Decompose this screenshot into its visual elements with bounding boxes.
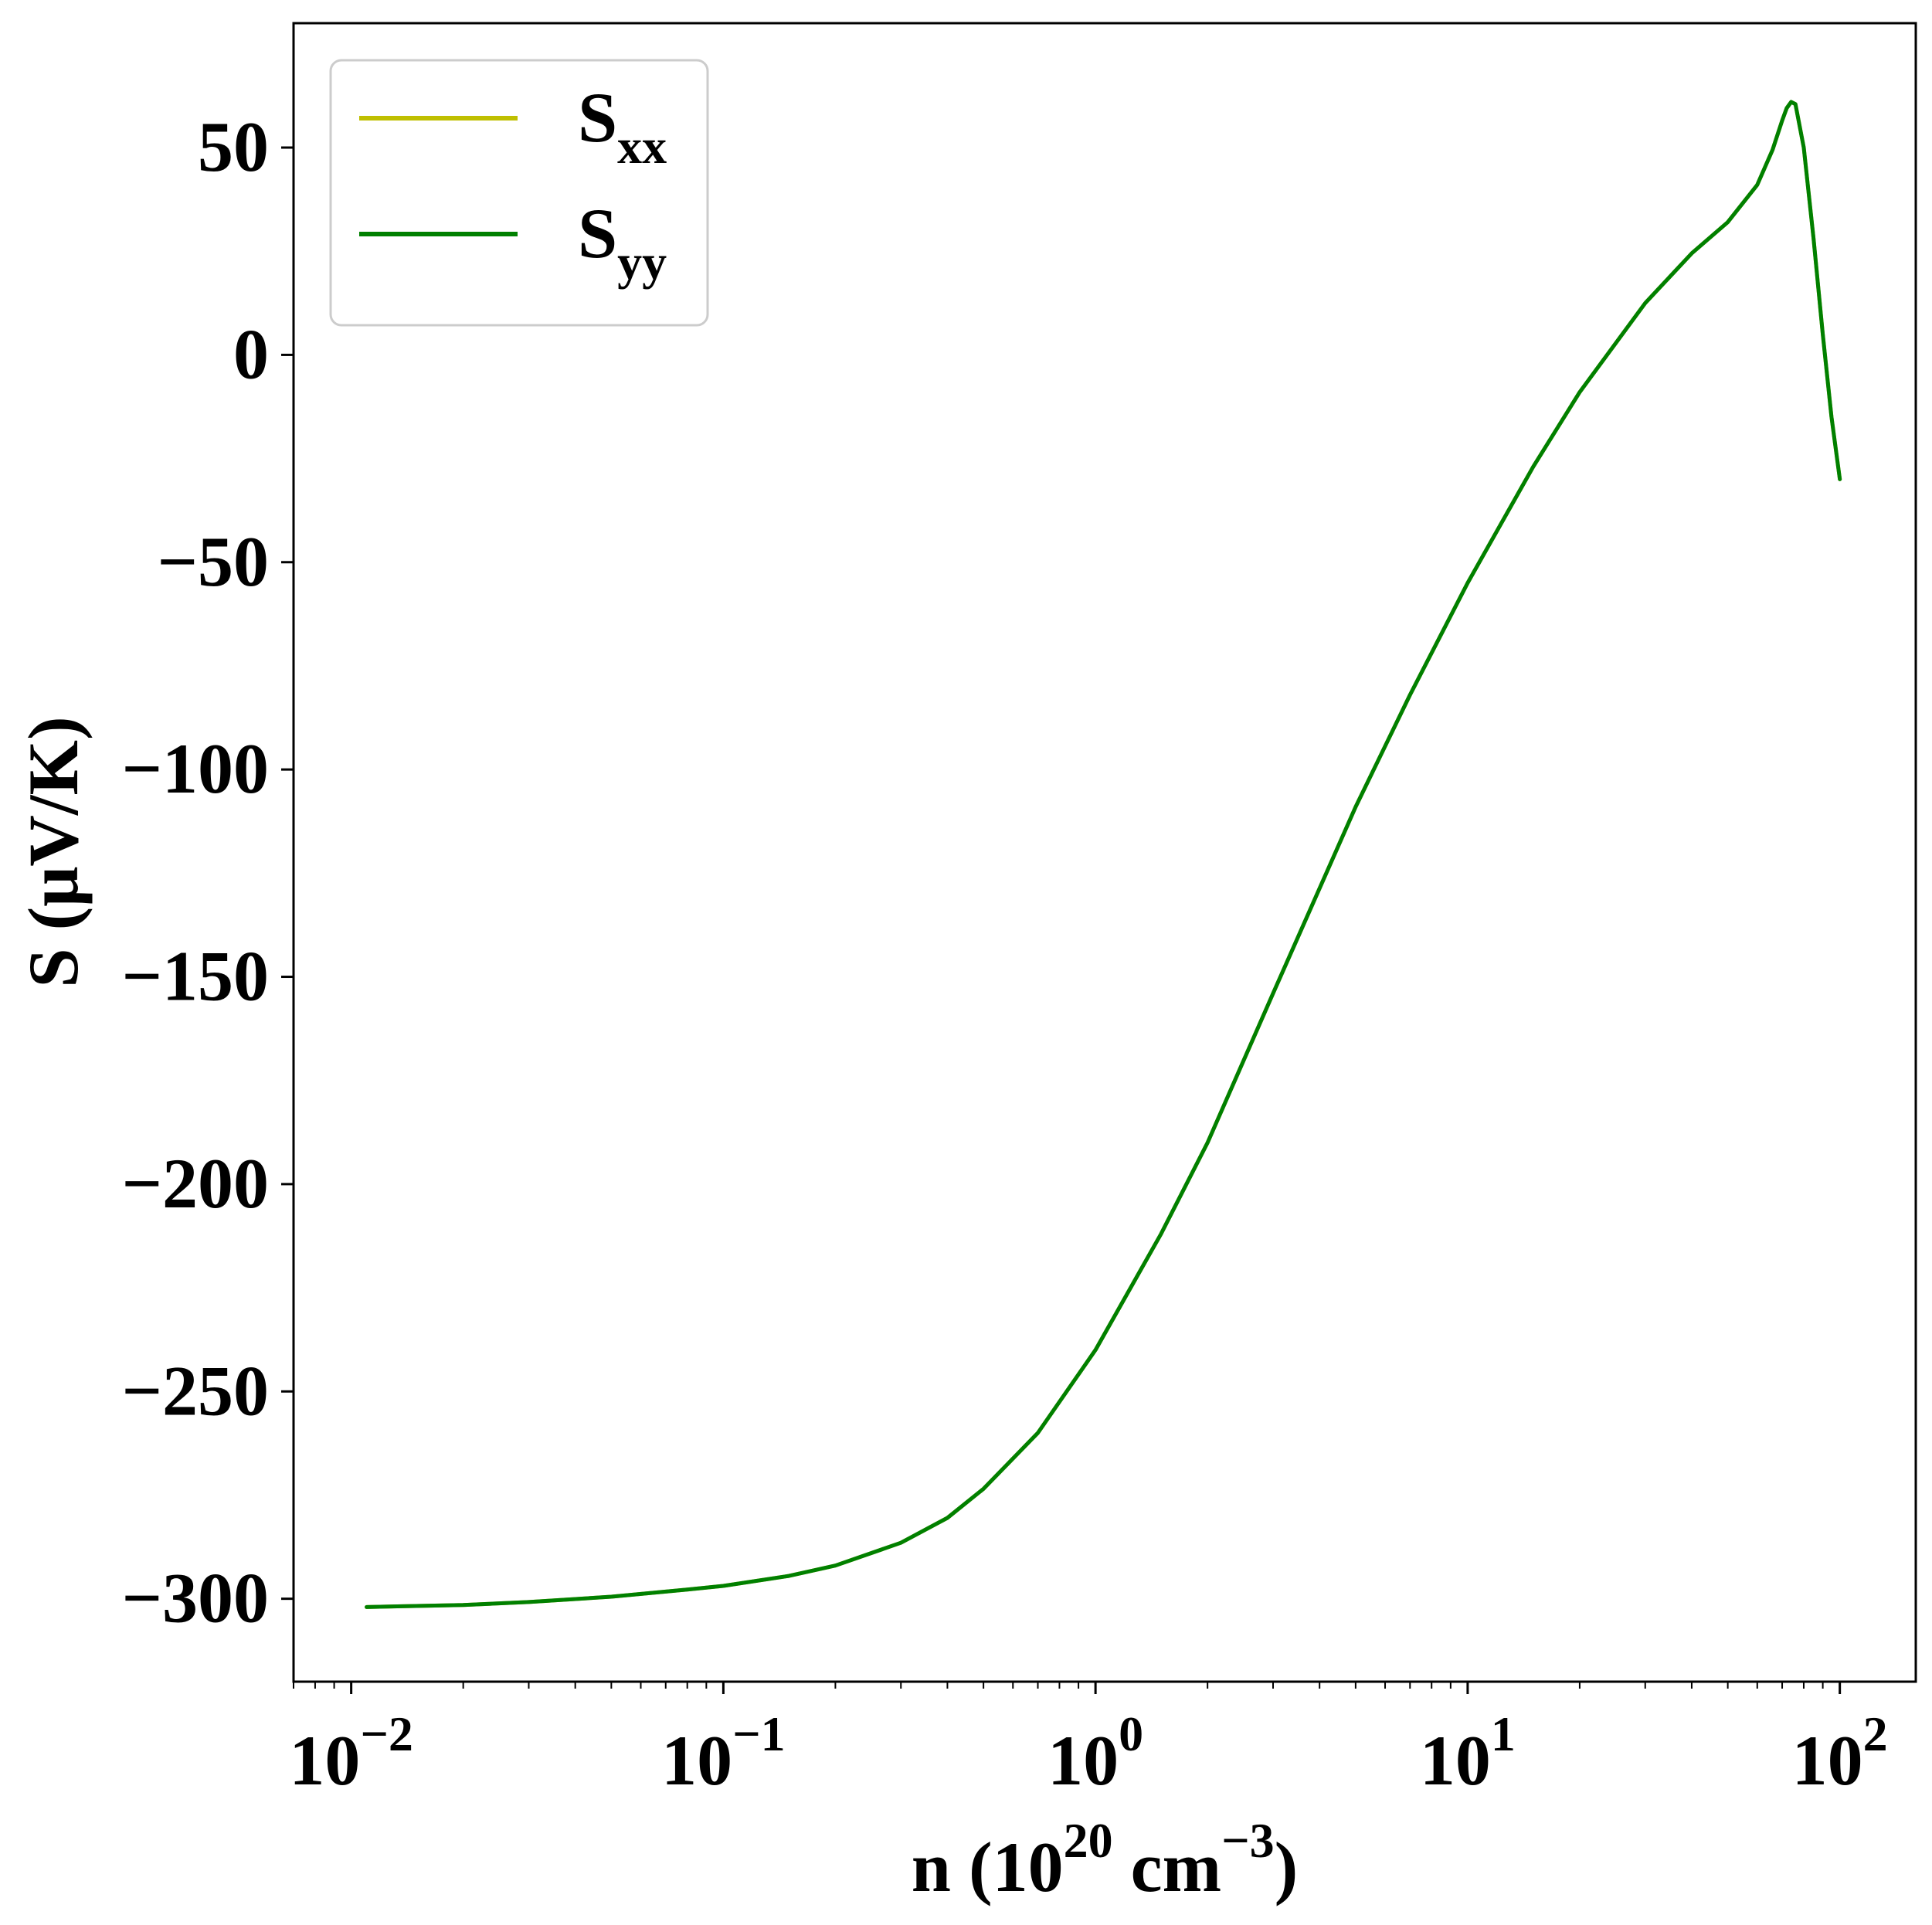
y-tick-label: −250: [122, 1351, 269, 1430]
y-tick-label: −150: [122, 937, 269, 1016]
x-tick-base: 10: [661, 1721, 732, 1800]
y-tick-label: 0: [233, 314, 269, 393]
x-tick-exponent: 1: [1491, 1706, 1516, 1761]
y-tick-label: −50: [158, 522, 269, 601]
series-line-Syy: [365, 100, 1842, 1609]
x-ticks: 10−2 10−1 100 101 102: [289, 1682, 1888, 1800]
y-tick-label: −200: [122, 1144, 269, 1223]
x-tick-exponent: 2: [1863, 1706, 1888, 1761]
legend-box: [329, 59, 709, 327]
legend: Sxx Syy: [329, 59, 709, 327]
x-axis-title-end: ): [1275, 1828, 1299, 1906]
legend-label-syy-main: S: [578, 194, 617, 273]
x-tick-exponent: 0: [1119, 1706, 1143, 1761]
x-axis-title-sup1: 20: [1064, 1813, 1113, 1868]
legend-label-syy-sub: yy: [617, 235, 667, 290]
x-tick-base: 10: [289, 1721, 360, 1800]
x-tick-label: 10−2: [289, 1706, 413, 1800]
x-tick-exponent: −2: [360, 1706, 413, 1761]
legend-label-sxx-sub: xx: [617, 119, 667, 174]
x-tick-label: 10−1: [661, 1706, 785, 1800]
plot-frame: [292, 22, 1917, 1683]
x-tick-label: 102: [1792, 1706, 1888, 1800]
x-tick-label: 101: [1420, 1706, 1516, 1800]
x-axis-title-mid: cm: [1113, 1828, 1221, 1906]
legend-label-syy: Syy: [578, 194, 667, 290]
x-tick-base: 10: [1047, 1721, 1119, 1800]
x-axis-title: n (1020 cm−3): [912, 1813, 1298, 1906]
y-axis-title: S (μV/K): [14, 716, 93, 987]
y-tick-label: −100: [122, 729, 269, 808]
x-tick-base: 10: [1420, 1721, 1491, 1800]
series-layer: [365, 100, 1842, 1609]
x-tick-base: 10: [1792, 1721, 1863, 1800]
legend-label-sxx: Sxx: [578, 78, 667, 174]
x-axis-title-base: n (10: [912, 1828, 1064, 1906]
x-tick-label: 100: [1047, 1706, 1143, 1800]
x-tick-exponent: −1: [732, 1706, 785, 1761]
y-tick-label: −300: [122, 1559, 269, 1638]
legend-label-sxx-main: S: [578, 78, 617, 157]
y-tick-label: 50: [198, 107, 269, 186]
y-ticks: 50 0 −50 −100 −150 −200 −250 −300: [122, 107, 294, 1638]
x-axis-title-sup2: −3: [1221, 1813, 1274, 1868]
